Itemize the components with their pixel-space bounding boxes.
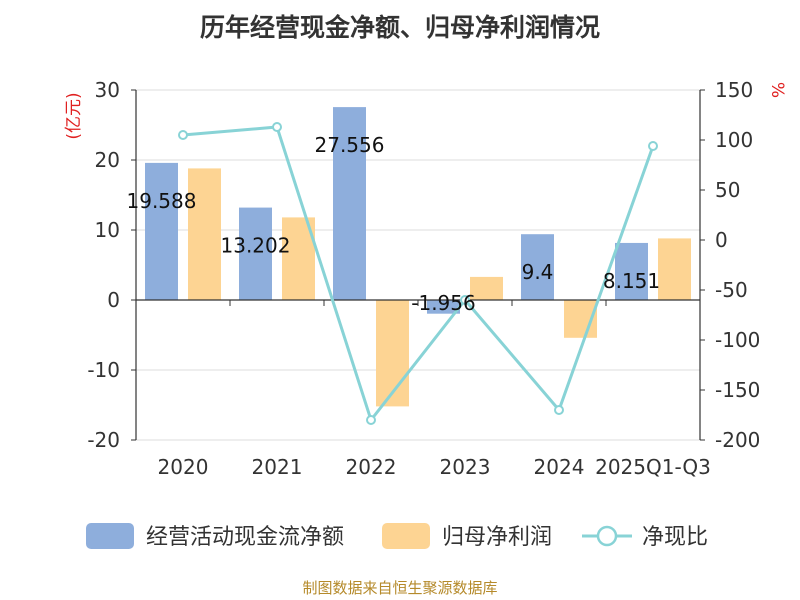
right-tick-label: -150 [715,378,760,402]
left-tick-label: 0 [107,288,120,312]
ratio-point [648,141,658,151]
left-tick-label: 30 [95,78,120,102]
legend-swatch-ratio-point [596,525,618,547]
cash-flow-data-label: 27.556 [315,133,385,157]
legend-label-net-profit: 归母净利润 [442,525,552,550]
left-axis-unit: (亿元) [64,92,84,139]
x-tick-label: 2020 [158,455,209,479]
ratio-point [460,295,470,305]
cash-flow-data-label: -1.956 [411,291,475,315]
bar-cash-flow [427,300,460,314]
bar-cash-flow [333,107,366,300]
left-tick-label: 20 [95,148,120,172]
source-note: 制图数据来自恒生聚源数据库 [302,579,497,597]
legend-swatch-cash-flow [86,523,134,549]
bar-cash-flow [521,234,554,300]
bar-net-profit [376,300,409,407]
left-tick-label: -10 [87,358,120,382]
ratio-point [366,415,376,425]
bar-cash-flow [145,162,178,300]
bar-net-profit [658,238,691,300]
axes [131,89,705,441]
right-tick-label: -200 [715,428,760,452]
right-axis-unit: % [767,82,787,98]
ratio-point [178,130,188,140]
x-tick-label: 2021 [252,455,303,479]
chart-title: 历年经营现金净额、归母净利润情况 [200,13,600,42]
bar-net-profit [470,276,503,300]
right-tick-label: 0 [715,228,728,252]
legend-label-cash-flow: 经营活动现金流净额 [146,525,344,550]
legend-swatch-net-profit [382,523,430,549]
legend-label-ratio: 净现比 [642,525,708,550]
right-tick-label: 150 [715,78,753,102]
bars [145,107,691,407]
right-tick-label: -50 [715,278,748,302]
bar-cash-flow [615,242,648,300]
bar-net-profit [188,168,221,300]
x-tick-label: 2023 [440,455,491,479]
cash-flow-data-label: 13.202 [221,234,291,258]
bar-cash-flow [239,207,272,300]
x-tick-label: 2024 [534,455,585,479]
cash-flow-data-label: 9.4 [522,260,554,284]
cash-flow-data-label: 19.588 [127,189,197,213]
right-tick-label: -100 [715,328,760,352]
data-labels: 19.588 13.202 27.556 -1.956 9.4 8.151 [127,133,661,315]
right-tick-label: 50 [715,178,740,202]
x-tick-label: 2025Q1-Q3 [595,455,711,479]
left-tick-label: -20 [87,428,120,452]
left-tick-label: 10 [95,218,120,242]
ratio-line [178,122,658,425]
ratio-series-line [182,125,655,424]
cash-flow-data-label: 8.151 [603,269,660,293]
legend: 经营活动现金流净额 归母净利润 净现比 [86,523,708,550]
ratio-point [272,122,282,132]
x-tick-label: 2022 [346,455,397,479]
ratio-point [554,405,564,415]
right-tick-label: 100 [715,128,753,152]
tick-labels: 3020100-10-20150100500-50-100-150-200202… [87,78,760,479]
